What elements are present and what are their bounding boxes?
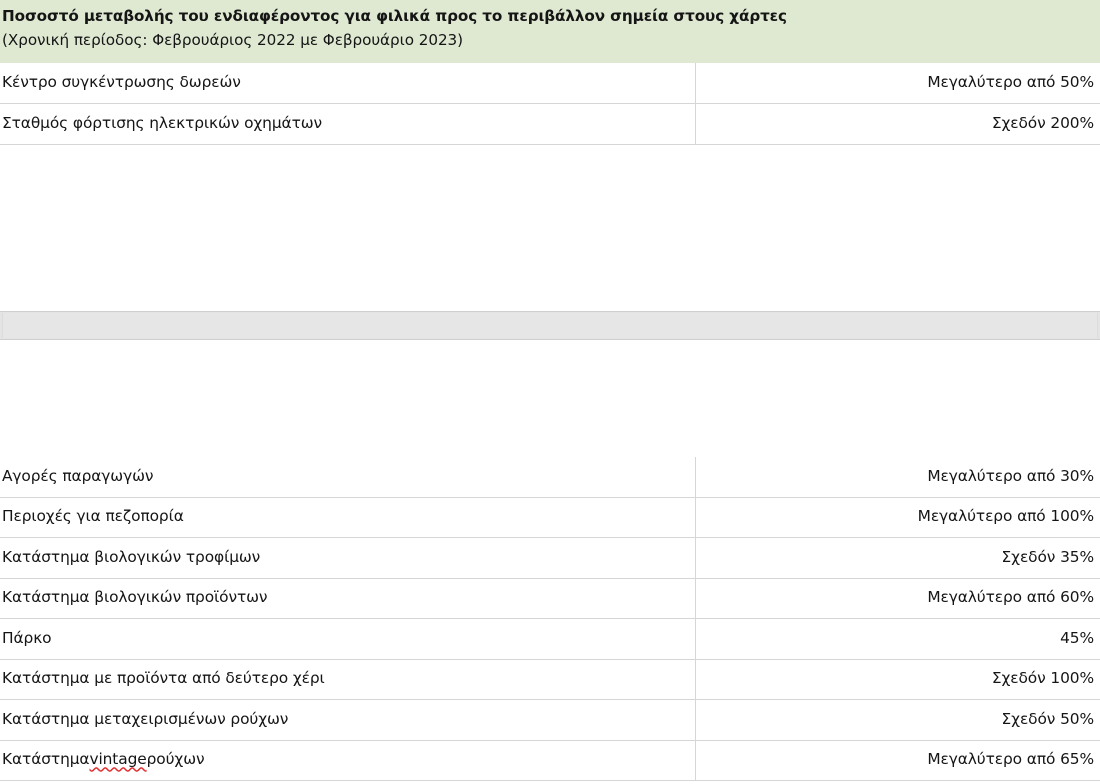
bottom-table: Αγορές παραγωγών Μεγαλύτερο από 30% Περι… <box>0 457 1100 781</box>
row-label: Κέντρο συγκέντρωσης δωρεών <box>2 73 241 92</box>
row-value: Μεγαλύτερο από 60% <box>927 588 1094 607</box>
row-value: 45% <box>1060 628 1094 647</box>
table-row[interactable]: Κατάστημα vintage ρούχων Μεγαλύτερο από … <box>0 740 1100 781</box>
table-row[interactable]: Σταθμός φόρτισης ηλεκτρικών οχημάτων Σχε… <box>0 104 1100 145</box>
table-row[interactable]: Κατάστημα βιολογικών τροφίμων Σχεδόν 35% <box>0 538 1100 579</box>
row-value: Σχεδόν 200% <box>991 114 1094 133</box>
row-value: Σχεδόν 50% <box>1001 709 1095 728</box>
row-label-suffix: ρούχων <box>146 750 205 769</box>
separator-band-inner <box>2 313 1098 338</box>
row-value: Μεγαλύτερο από 65% <box>927 750 1094 769</box>
table-row[interactable]: Περιοχές για πεζοπορία Μεγαλύτερο από 10… <box>0 497 1100 538</box>
row-value: Μεγαλύτερο από 30% <box>927 466 1094 485</box>
misspelled-word[interactable]: vintage <box>89 750 147 769</box>
table-row[interactable]: Κατάστημα μεταχειρισμένων ρούχων Σχεδόν … <box>0 700 1100 741</box>
row-label: Σταθμός φόρτισης ηλεκτρικών οχημάτων <box>2 114 323 133</box>
table-row[interactable]: Κατάστημα με προϊόντα από δεύτερο χέρι Σ… <box>0 659 1100 700</box>
row-label: Κατάστημα με προϊόντα από δεύτερο χέρι <box>2 669 325 688</box>
table-row[interactable]: Αγορές παραγωγών Μεγαλύτερο από 30% <box>0 457 1100 498</box>
row-value: Μεγαλύτερο από 50% <box>927 73 1094 92</box>
row-label: Κατάστημα βιολογικών προϊόντων <box>2 588 268 607</box>
row-label: Αγορές παραγωγών <box>2 466 154 485</box>
row-value: Σχεδόν 100% <box>991 669 1094 688</box>
table-row[interactable]: Κατάστημα βιολογικών προϊόντων Μεγαλύτερ… <box>0 578 1100 619</box>
top-table: Κέντρο συγκέντρωσης δωρεών Μεγαλύτερο απ… <box>0 63 1100 145</box>
row-label: Κατάστημα βιολογικών τροφίμων <box>2 547 261 566</box>
row-label: Κατάστημα μεταχειρισμένων ρούχων <box>2 709 289 728</box>
title-banner: Ποσοστό μεταβολής του ενδιαφέροντος για … <box>0 0 1100 63</box>
table-row[interactable]: Πάρκο 45% <box>0 619 1100 660</box>
page-subtitle: (Χρονική περίοδος: Φεβρουάριος 2022 με Φ… <box>2 31 464 49</box>
page-title: Ποσοστό μεταβολής του ενδιαφέροντος για … <box>2 7 787 25</box>
row-label: Πάρκο <box>2 628 52 647</box>
row-value: Μεγαλύτερο από 100% <box>917 507 1094 526</box>
table-row[interactable]: Κέντρο συγκέντρωσης δωρεών Μεγαλύτερο απ… <box>0 63 1100 104</box>
row-label: Κατάστημα vintage ρούχων <box>0 741 695 781</box>
row-label-prefix: Κατάστημα <box>2 750 90 769</box>
row-value: Σχεδόν 35% <box>1001 547 1095 566</box>
row-label: Περιοχές για πεζοπορία <box>2 507 184 526</box>
separator-band <box>0 311 1100 340</box>
